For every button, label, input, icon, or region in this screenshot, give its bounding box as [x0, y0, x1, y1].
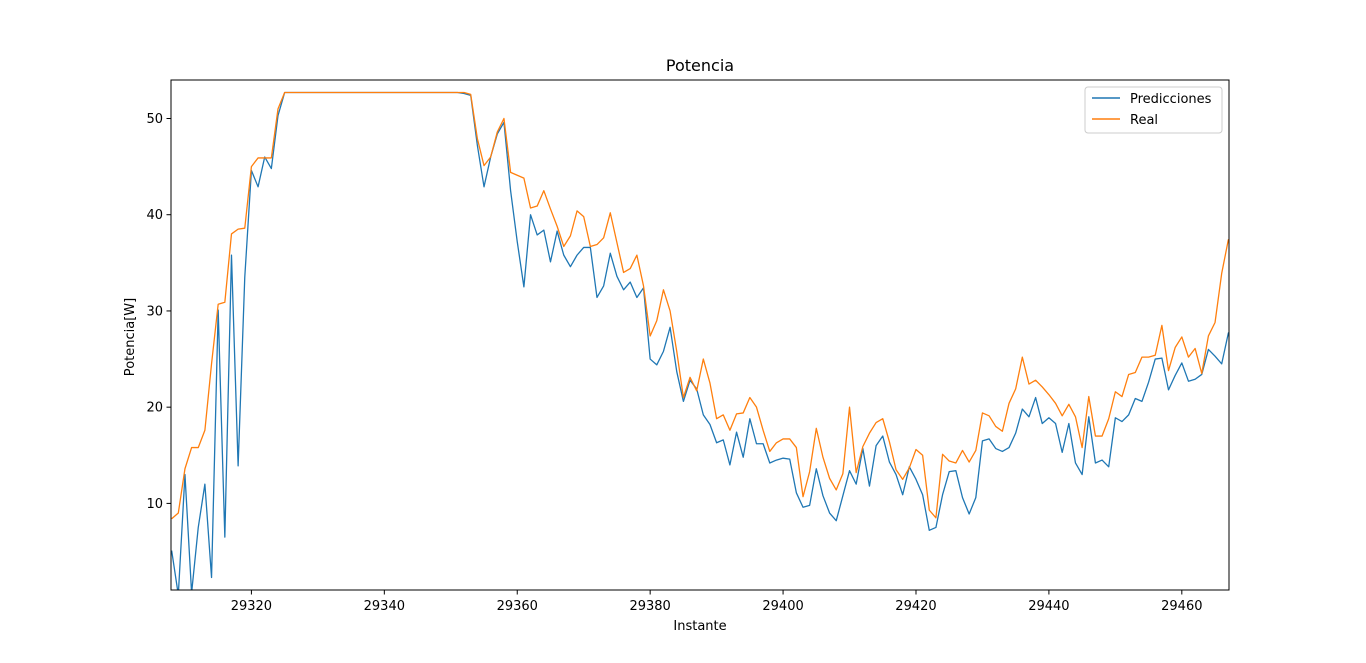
y-tick-label: 30 — [146, 304, 163, 319]
x-tick-label: 29440 — [1028, 599, 1069, 614]
x-tick-label: 29400 — [762, 599, 803, 614]
legend-label-predicciones: Predicciones — [1130, 92, 1212, 107]
series-line-real — [171, 91, 1229, 520]
y-tick-label: 40 — [146, 208, 163, 223]
y-axis: 10 20 30 40 50 — [146, 112, 171, 512]
x-tick-label: 29420 — [895, 599, 936, 614]
x-tick-label: 29380 — [629, 599, 670, 614]
y-tick-label: 20 — [146, 401, 163, 416]
y-axis-label: Potencia[W] — [123, 298, 138, 376]
y-tick-label: 10 — [146, 497, 163, 512]
x-axis-label: Instante — [673, 619, 726, 634]
x-tick-label: 29320 — [231, 599, 272, 614]
x-tick-label: 29360 — [497, 599, 538, 614]
x-tick-label: 29340 — [364, 599, 405, 614]
series-layer — [171, 91, 1229, 590]
x-tick-label: 29460 — [1161, 599, 1202, 614]
y-tick-label: 50 — [146, 112, 163, 127]
plot-frame — [170, 79, 1230, 591]
legend: Predicciones Real — [1084, 86, 1223, 134]
chart-title: Potencia — [666, 56, 734, 75]
x-axis: 29320 29340 29360 29380 29400 29420 29440 29460 — [231, 590, 1202, 614]
legend-label-real: Real — [1130, 113, 1158, 128]
